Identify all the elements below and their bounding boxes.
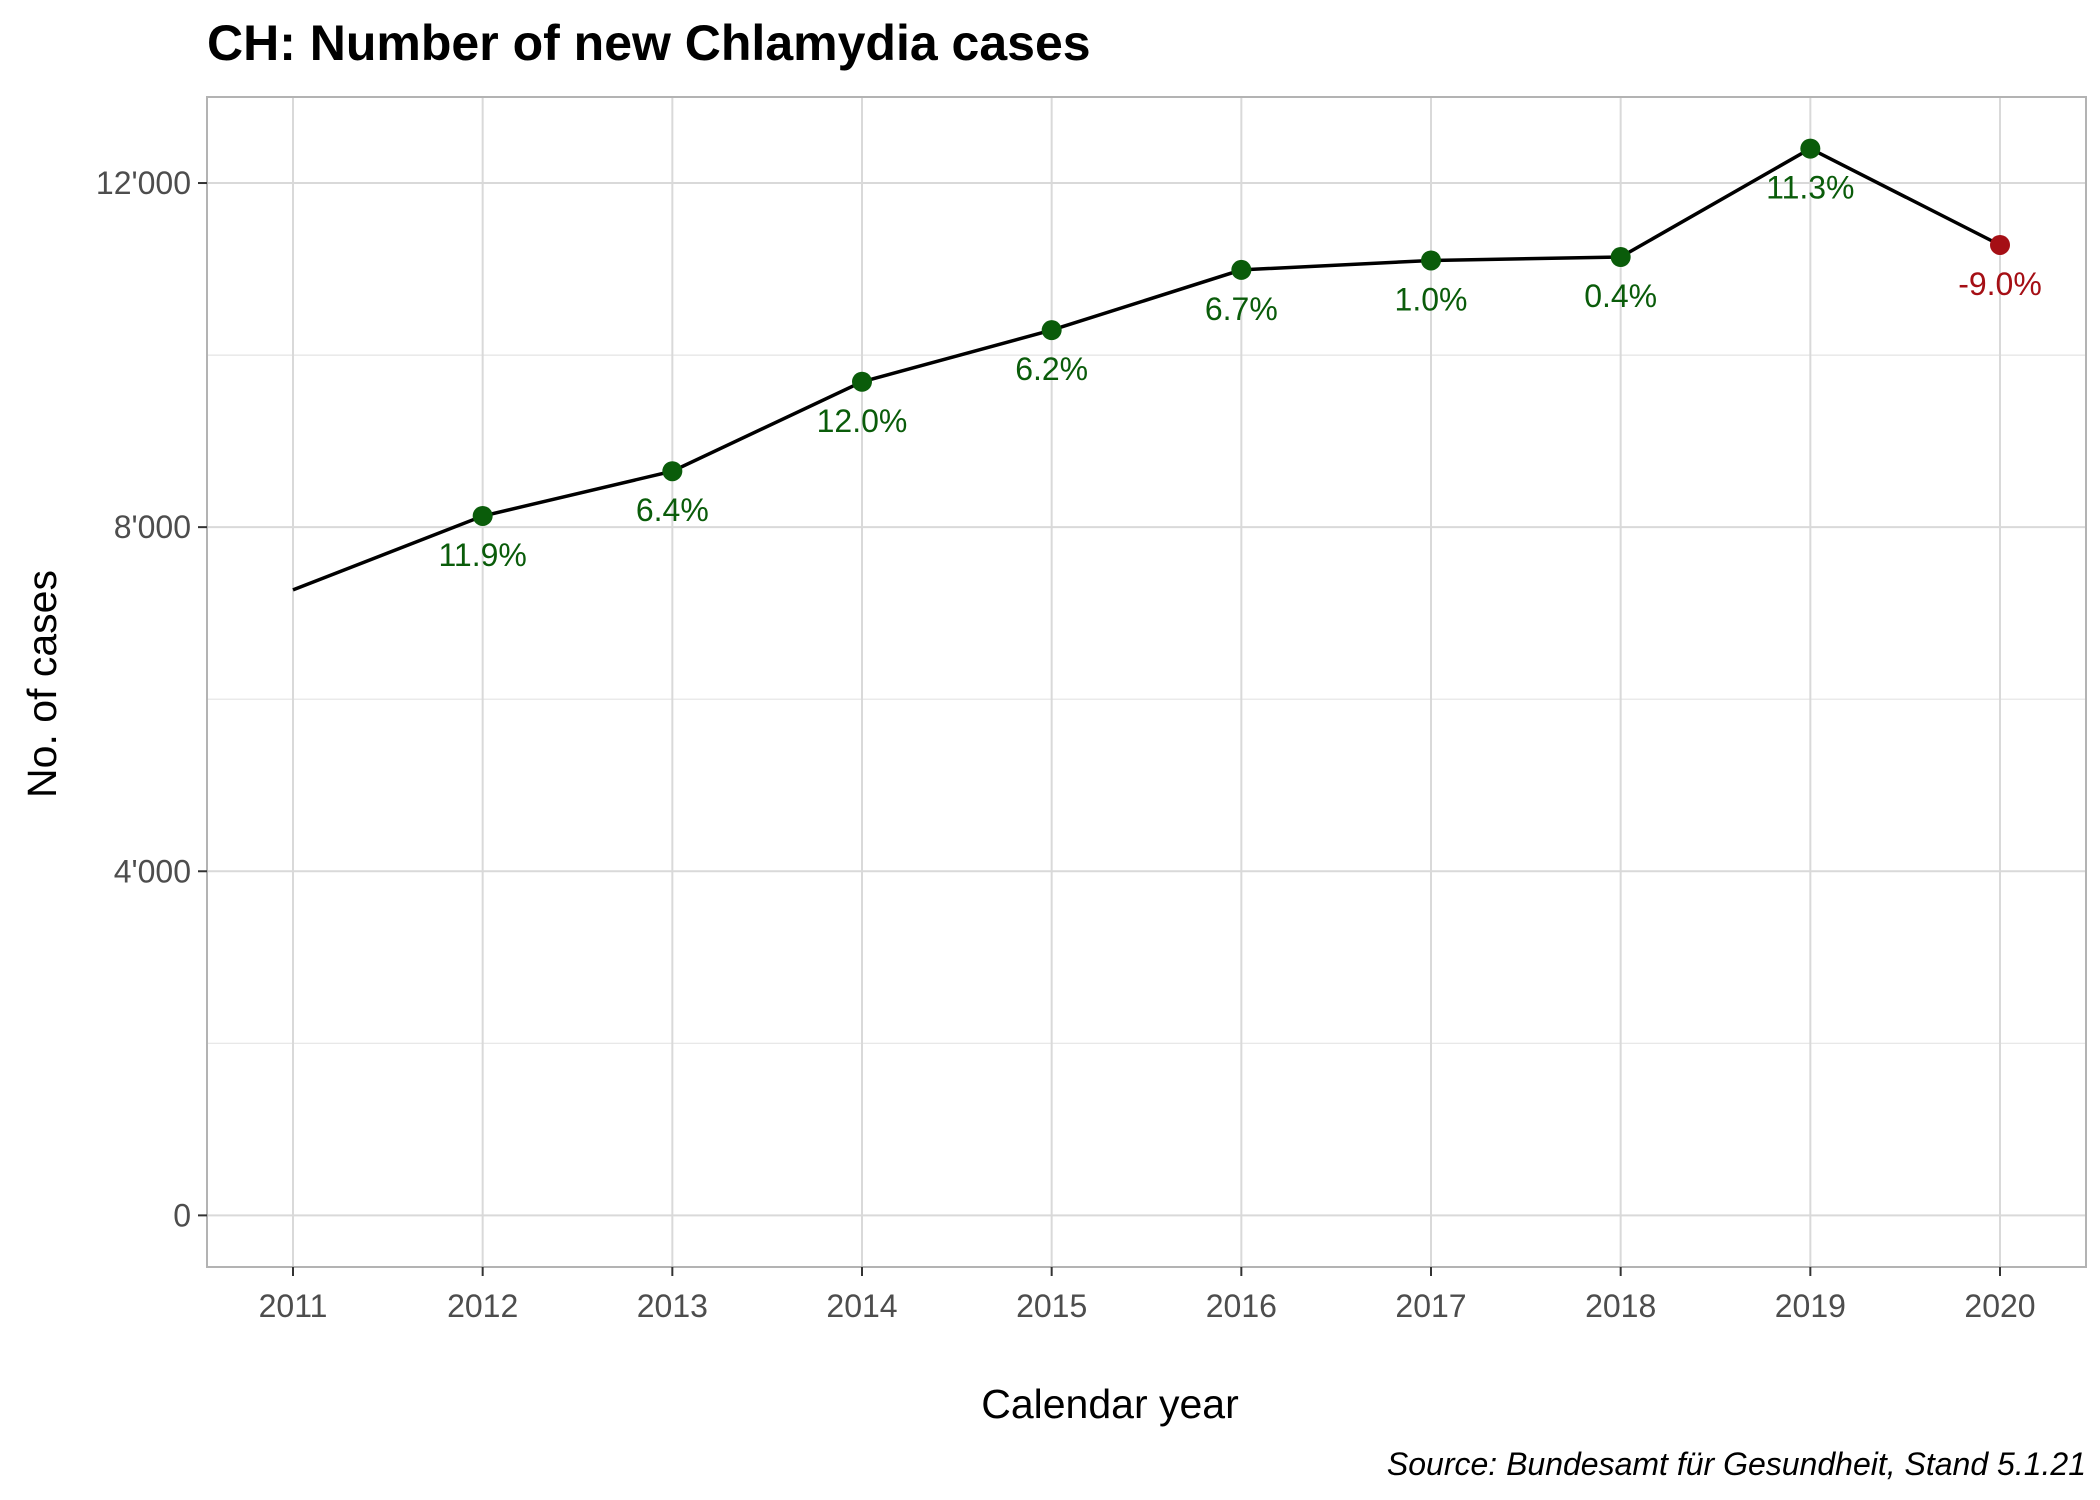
series-line — [292, 146, 2001, 592]
grid — [207, 97, 2086, 1267]
y-tick-label: 8'000 — [114, 509, 191, 545]
data-point — [1231, 259, 1252, 280]
x-axis-title: Calendar year — [981, 1381, 1239, 1427]
x-tick-label: 2020 — [1964, 1288, 2035, 1324]
data-point — [1421, 250, 1441, 271]
data-point — [1041, 320, 1062, 341]
data-label: 12.0% — [817, 403, 908, 439]
x-tick-label: 2019 — [1775, 1288, 1846, 1324]
data-point — [1990, 234, 2010, 255]
x-tick-label: 2011 — [259, 1288, 328, 1324]
y-axis-title: No. of cases — [19, 570, 65, 798]
y-axis: 0 4'000 8'000 12'000 — [96, 165, 207, 1233]
data-label: -9.0% — [1958, 266, 2042, 302]
data-labels: 11.9% 6.4% 12.0% 6.2% 6.7% 1.0% 0.4% 11.3% -9.0% — [438, 170, 2041, 573]
caption: Source: Bundesamt für Gesundheit, Stand … — [1387, 1446, 2086, 1482]
x-axis: 2011 2012 2013 2014 2015 2016 2017 2018 2019 2020 — [259, 1267, 2036, 1324]
x-tick-label: 2017 — [1395, 1288, 1466, 1324]
chart-title: CH: Number of new Chlamydia cases — [207, 15, 1091, 71]
x-tick-label: 2012 — [447, 1288, 518, 1324]
y-tick-label: 4'000 — [114, 853, 191, 889]
data-label: 11.3% — [1766, 170, 1854, 206]
data-point — [1610, 247, 1631, 268]
y-tick-label: 0 — [173, 1197, 191, 1233]
data-points — [472, 138, 2010, 526]
data-label: 0.4% — [1584, 278, 1657, 314]
data-label: 11.9% — [438, 537, 526, 573]
data-label: 6.7% — [1205, 291, 1278, 327]
data-label: 1.0% — [1395, 281, 1468, 317]
data-point — [472, 505, 493, 526]
x-tick-label: 2015 — [1016, 1288, 1087, 1324]
data-label: 6.4% — [636, 492, 709, 528]
x-tick-label: 2014 — [826, 1288, 897, 1324]
x-tick-label: 2013 — [637, 1288, 708, 1324]
data-point — [1800, 138, 1821, 159]
data-label: 6.2% — [1015, 351, 1088, 387]
x-tick-label: 2018 — [1585, 1288, 1656, 1324]
data-point — [852, 371, 872, 392]
panel-border — [206, 96, 2087, 1268]
y-tick-label: 12'000 — [96, 165, 191, 201]
data-point — [662, 461, 683, 482]
x-tick-label: 2016 — [1206, 1288, 1277, 1324]
